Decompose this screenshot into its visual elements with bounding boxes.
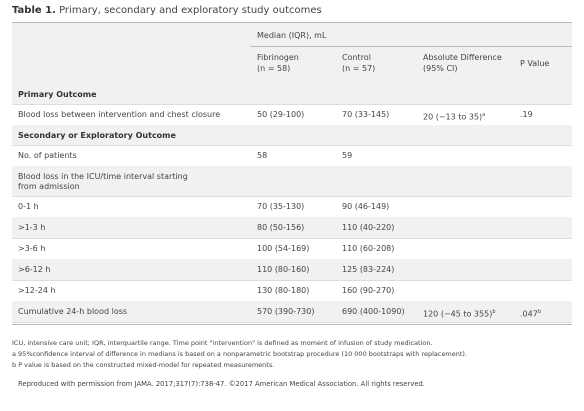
rule bbox=[12, 322, 572, 323]
column-header: Absolute Difference bbox=[423, 53, 502, 62]
footnote: ICU, intensive care unit; IQR, interquar… bbox=[12, 339, 433, 347]
cell: 58 bbox=[257, 151, 268, 160]
footnote-marker: b bbox=[492, 309, 496, 315]
row-bg bbox=[12, 217, 572, 238]
cell: 125 (83-224) bbox=[342, 265, 395, 274]
cell: 90 (46-149) bbox=[342, 202, 390, 211]
column-header: (n = 58) bbox=[257, 64, 291, 73]
footnote: b P value is based on the constructed mi… bbox=[12, 361, 275, 369]
row-bg bbox=[12, 301, 572, 322]
footnote-marker: b bbox=[537, 309, 541, 315]
title-text: Primary, secondary and exploratory study… bbox=[59, 5, 322, 16]
section-title: Primary Outcome bbox=[18, 90, 97, 99]
title-label: Table 1. bbox=[12, 5, 56, 16]
row-bg bbox=[12, 166, 572, 196]
row-label: >1-3 h bbox=[18, 223, 46, 232]
row-label: No. of patients bbox=[18, 151, 77, 160]
row-label: >12-24 h bbox=[18, 286, 56, 295]
row-bg bbox=[12, 84, 572, 104]
credit: Reproduced with permission from JAMA. 20… bbox=[18, 380, 425, 388]
footnote-marker: a bbox=[482, 112, 486, 118]
cell: 570 (390-730) bbox=[257, 307, 315, 316]
cell: 70 (35-130) bbox=[257, 202, 305, 211]
cell: 130 (80-180) bbox=[257, 286, 310, 295]
header-group: Median (IQR), mL bbox=[257, 31, 327, 40]
row-label: Blood loss in the ICU/time interval star… bbox=[18, 172, 188, 191]
row-label: 0-1 h bbox=[18, 202, 39, 211]
column-header: (95% CI) bbox=[423, 64, 458, 73]
rule bbox=[12, 104, 572, 105]
footnote: a 95%confidence interval of difference i… bbox=[12, 350, 468, 358]
row-bg bbox=[12, 259, 572, 280]
cell: 110 (40-220) bbox=[342, 223, 395, 232]
rule bbox=[12, 280, 572, 281]
cell: 80 (50-156) bbox=[257, 223, 305, 232]
cell: .047b bbox=[520, 309, 541, 319]
rule bbox=[12, 324, 572, 325]
rule bbox=[12, 238, 572, 239]
cell: 59 bbox=[342, 151, 353, 160]
row-label: Blood loss between intervention and ches… bbox=[18, 110, 221, 119]
column-header: Control bbox=[342, 53, 371, 62]
cell: .19 bbox=[520, 110, 533, 119]
cell: 160 (90-270) bbox=[342, 286, 395, 295]
rule bbox=[12, 196, 572, 197]
cell: 120 (−45 to 355)b bbox=[423, 309, 496, 319]
cell: 20 (−13 to 35)a bbox=[423, 112, 486, 122]
row-label: >6-12 h bbox=[18, 265, 51, 274]
rule bbox=[12, 22, 572, 23]
cell: 100 (54-169) bbox=[257, 244, 310, 253]
column-header: (n = 57) bbox=[342, 64, 376, 73]
cell: 110 (80-160) bbox=[257, 265, 310, 274]
title: Table 1. Primary, secondary and explorat… bbox=[12, 5, 322, 17]
header-bg bbox=[12, 23, 572, 84]
cell: 70 (33-145) bbox=[342, 110, 390, 119]
cell: 50 (29-100) bbox=[257, 110, 305, 119]
cell: 690 (400-1090) bbox=[342, 307, 405, 316]
column-header: P Value bbox=[520, 59, 550, 68]
row-label: >3-6 h bbox=[18, 244, 46, 253]
row-label: Cumulative 24-h blood loss bbox=[18, 307, 128, 316]
row-bg bbox=[12, 125, 572, 145]
rule bbox=[250, 46, 572, 47]
rule bbox=[12, 145, 572, 146]
section-title: Secondary or Exploratory Outcome bbox=[18, 131, 176, 140]
cell: 110 (60-208) bbox=[342, 244, 395, 253]
column-header: Fibrinogen bbox=[257, 53, 299, 62]
